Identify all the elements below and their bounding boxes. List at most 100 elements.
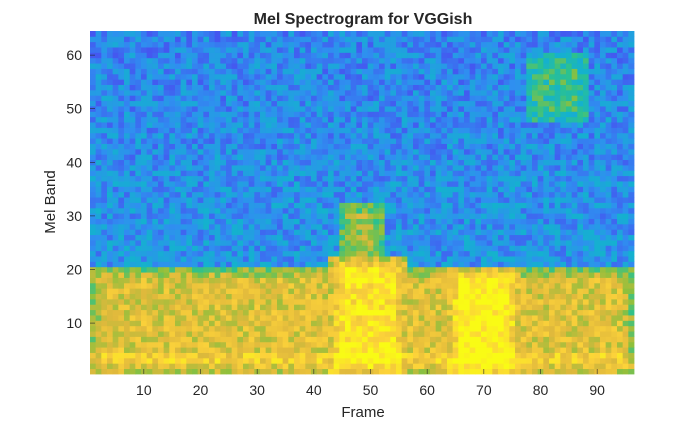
heatmap-cell	[379, 315, 386, 321]
heatmap-cell	[447, 304, 454, 311]
heatmap-cell	[135, 79, 142, 85]
heatmap-cell	[526, 202, 533, 209]
heatmap-cell	[339, 250, 346, 257]
heatmap-cell	[243, 84, 250, 91]
heatmap-cell	[118, 357, 125, 364]
heatmap-cell	[107, 164, 114, 171]
heatmap-cell	[458, 229, 465, 236]
heatmap-cell	[197, 347, 204, 353]
heatmap-cell	[452, 186, 459, 193]
heatmap-cell	[316, 122, 323, 128]
heatmap-cell	[282, 63, 289, 69]
heatmap-cell	[226, 298, 233, 305]
heatmap-cell	[186, 170, 193, 177]
heatmap-cell	[515, 138, 522, 144]
heatmap-cell	[271, 234, 278, 241]
heatmap-cell	[339, 116, 346, 123]
heatmap-cell	[458, 234, 465, 241]
heatmap-cell	[379, 223, 386, 230]
heatmap-cell	[486, 336, 493, 343]
heatmap-cell	[237, 36, 244, 43]
heatmap-cell	[124, 277, 131, 284]
heatmap-cell	[118, 261, 125, 268]
heatmap-cell	[158, 138, 165, 144]
heatmap-cell	[186, 89, 193, 96]
heatmap-cell	[124, 352, 131, 359]
heatmap-cell	[129, 234, 136, 241]
heatmap-cell	[186, 52, 193, 59]
heatmap-cell	[350, 63, 357, 69]
heatmap-cell	[299, 79, 306, 85]
heatmap-cell	[475, 116, 482, 123]
heatmap-cell	[339, 207, 346, 214]
heatmap-cell	[503, 272, 510, 278]
heatmap-cell	[209, 89, 216, 96]
heatmap-cell	[356, 164, 363, 171]
heatmap-cell	[526, 197, 533, 203]
heatmap-cell	[152, 272, 159, 278]
heatmap-cell	[469, 202, 476, 209]
heatmap-cell	[418, 218, 425, 225]
heatmap-cell	[243, 245, 250, 252]
heatmap-cell	[152, 213, 159, 219]
heatmap-cell	[441, 41, 448, 48]
heatmap-cell	[509, 341, 516, 348]
heatmap-cell	[112, 245, 119, 252]
heatmap-cell	[373, 368, 380, 375]
heatmap-cell	[441, 63, 448, 69]
heatmap-cell	[197, 79, 204, 85]
heatmap-cell	[373, 245, 380, 252]
heatmap-cell	[129, 331, 136, 337]
heatmap-cell	[515, 309, 522, 316]
heatmap-cell	[237, 31, 244, 37]
heatmap-cell	[401, 57, 408, 64]
heatmap-cell	[265, 73, 272, 80]
heatmap-cell	[214, 116, 221, 123]
heatmap-cell	[282, 79, 289, 85]
heatmap-cell	[163, 207, 170, 214]
heatmap-cell	[243, 234, 250, 241]
heatmap-cell	[464, 288, 471, 295]
heatmap-cell	[129, 89, 136, 96]
heatmap-cell	[498, 132, 505, 139]
heatmap-cell	[430, 132, 437, 139]
heatmap-cell	[163, 357, 170, 364]
heatmap-cell	[220, 41, 227, 48]
heatmap-cell	[384, 68, 391, 75]
heatmap-cell	[118, 336, 125, 343]
heatmap-cell	[112, 368, 119, 375]
heatmap-cell	[277, 240, 284, 246]
heatmap-cell	[486, 41, 493, 48]
heatmap-cell	[158, 207, 165, 214]
heatmap-cell	[515, 325, 522, 332]
heatmap-cell	[90, 245, 97, 252]
heatmap-cell	[254, 266, 261, 273]
heatmap-cell	[316, 229, 323, 236]
heatmap-cell	[469, 100, 476, 107]
heatmap-cell	[515, 159, 522, 166]
heatmap-cell	[299, 266, 306, 273]
heatmap-cell	[175, 320, 182, 327]
heatmap-cell	[452, 207, 459, 214]
heatmap-cell	[265, 341, 272, 348]
heatmap-cell	[243, 347, 250, 353]
heatmap-cell	[486, 202, 493, 209]
heatmap-cell	[413, 154, 420, 161]
heatmap-cell	[447, 197, 454, 203]
heatmap-cell	[282, 315, 289, 321]
heatmap-cell	[299, 282, 306, 289]
heatmap-cell	[430, 218, 437, 225]
heatmap-cell	[475, 127, 482, 134]
heatmap-cell	[305, 63, 312, 69]
heatmap-cell	[509, 266, 516, 273]
heatmap-cell	[498, 89, 505, 96]
heatmap-cell	[294, 132, 301, 139]
heatmap-cell	[469, 111, 476, 118]
heatmap-cell	[481, 277, 488, 284]
heatmap-cell	[328, 272, 335, 278]
heatmap-cell	[214, 341, 221, 348]
heatmap-cell	[197, 202, 204, 209]
heatmap-cell	[260, 256, 267, 262]
heatmap-cell	[447, 73, 454, 80]
